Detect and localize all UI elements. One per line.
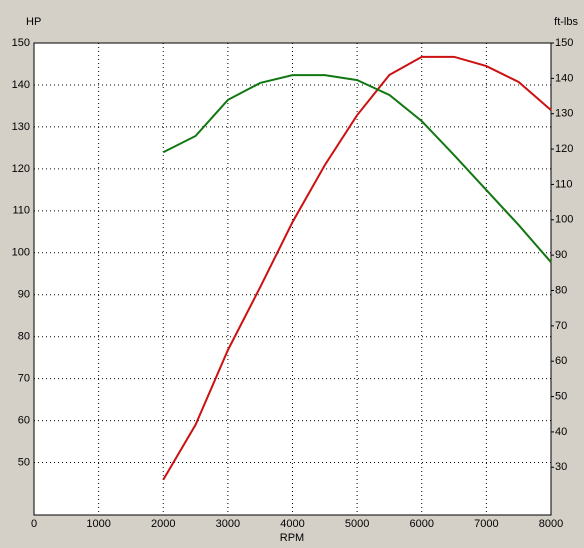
y2-tick-label: 50: [555, 390, 567, 402]
x-tick-label: 6000: [410, 518, 434, 530]
y2-tick-label: 80: [555, 284, 567, 296]
x-tick-label: 4000: [280, 518, 304, 530]
x-tick-label: 1000: [86, 518, 110, 530]
y-tick-label: 100: [12, 247, 30, 259]
y2-tick-label: 110: [555, 178, 573, 190]
x-tick-label: 7000: [474, 518, 498, 530]
y-tick-label: 110: [12, 205, 30, 217]
x-axis-label: RPM: [280, 532, 304, 544]
y-tick-label: 60: [18, 415, 30, 427]
series-line: [162, 55, 552, 481]
y2-tick-label: 150: [555, 37, 573, 49]
x-tick-label: 8000: [539, 518, 563, 530]
x-tick-label: 3000: [216, 518, 240, 530]
y2-tick-label: 30: [555, 461, 567, 473]
x-tick-label: 2000: [151, 518, 175, 530]
y-tick-label: 150: [12, 37, 30, 49]
y2-tick-label: 140: [555, 72, 573, 84]
y-tick-label: 140: [12, 79, 30, 91]
y2-tick-label: 120: [555, 143, 573, 155]
y-axis-label: HP: [26, 16, 41, 28]
x-tick-label: 0: [31, 518, 37, 530]
y2-tick-label: 60: [555, 355, 567, 367]
y-tick-label: 130: [12, 121, 30, 133]
y-tick-label: 120: [12, 163, 30, 175]
y2-axis-label: ft-lbs: [554, 16, 578, 28]
y-tick-label: 70: [18, 373, 30, 385]
y2-tick-label: 130: [555, 108, 573, 120]
y-tick-label: 80: [18, 331, 30, 343]
y2-tick-label: 90: [555, 249, 567, 261]
y-tick-label: 90: [18, 289, 30, 301]
y2-tick-label: 40: [555, 426, 567, 438]
y2-tick-label: 70: [555, 320, 567, 332]
x-tick-label: 5000: [345, 518, 369, 530]
series-line: [162, 74, 552, 263]
y-tick-label: 50: [18, 456, 30, 468]
y2-tick-label: 100: [555, 214, 573, 226]
